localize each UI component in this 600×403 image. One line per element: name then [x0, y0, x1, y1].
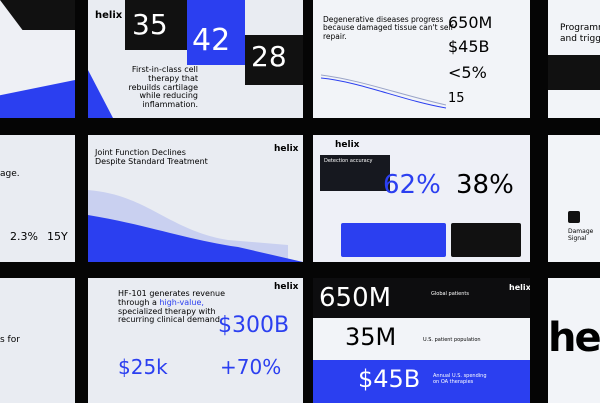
- stat: 62%: [383, 170, 441, 200]
- stat: 15: [448, 91, 465, 106]
- slide: Programmab and trigger to: [548, 0, 600, 118]
- label: Detection accuracy: [324, 158, 373, 164]
- stat: 38%: [456, 170, 514, 200]
- stat: 650M: [319, 283, 392, 313]
- stat: $25k: [118, 355, 168, 379]
- line-chart: [321, 74, 446, 109]
- body-text: HF-101 generates revenue through a high-…: [118, 289, 228, 325]
- stat: 15Y: [47, 230, 68, 243]
- label: Annual U.S. spending on OA therapies: [433, 373, 487, 385]
- stat: <5%: [448, 63, 487, 82]
- stat: 28: [251, 40, 287, 73]
- slide: [0, 0, 75, 118]
- stat: 42: [192, 23, 231, 58]
- slide: HF-101 generates revenue through a high-…: [88, 278, 303, 403]
- slide-title: Degenerative diseases progress because d…: [323, 15, 456, 41]
- slide: helix Detection accuracy 62% 38%: [313, 135, 530, 262]
- slide-title: Joint Function Declines Despite Standard…: [95, 148, 208, 166]
- stat: $45B: [358, 365, 421, 393]
- body-text: First-in-class cell therapy that rebuild…: [128, 65, 199, 110]
- text: high-value,: [159, 297, 204, 307]
- slide-subtitle: and trigger to: [560, 34, 600, 44]
- stat: 650M: [448, 13, 493, 32]
- logo: helix: [509, 283, 530, 292]
- stat: 35M: [345, 323, 397, 351]
- label: Damage Signal: [568, 228, 594, 242]
- slide-title: Programmab: [560, 23, 600, 33]
- slide: 650M Global patients helix 35M U.S. pati…: [313, 278, 530, 403]
- area-chart: [88, 190, 303, 262]
- stat: $45B: [448, 37, 490, 56]
- text: specialized therapy with recurring clini…: [118, 306, 223, 325]
- label: U.S. patient population: [423, 337, 481, 343]
- fragment: s for: [0, 335, 20, 345]
- stat: 2.3%: [10, 230, 38, 243]
- logo: helix: [274, 282, 299, 292]
- logo: helix: [335, 140, 360, 150]
- stat: 35: [132, 8, 168, 41]
- slide: Joint Function Declines Despite Standard…: [88, 135, 303, 262]
- text: HF-101 generates revenue through a: [118, 289, 226, 307]
- logo: helix: [95, 10, 123, 21]
- stat: +70%: [220, 355, 282, 379]
- stat: $300B: [218, 313, 290, 338]
- fragment: age.: [0, 169, 20, 179]
- slide: he: [548, 278, 600, 403]
- square-grid: [341, 223, 521, 257]
- fragment: he: [548, 315, 600, 361]
- slide: Degenerative diseases progress because d…: [313, 0, 530, 118]
- label: Global patients: [431, 291, 469, 297]
- slide: Damage Signal: [548, 135, 600, 262]
- logo: helix: [274, 144, 299, 154]
- slide: helix 35 42 28 First-in-class cell thera…: [88, 0, 303, 118]
- slide: s for: [0, 278, 75, 403]
- slide: age. 2.3% 15Y: [0, 135, 75, 262]
